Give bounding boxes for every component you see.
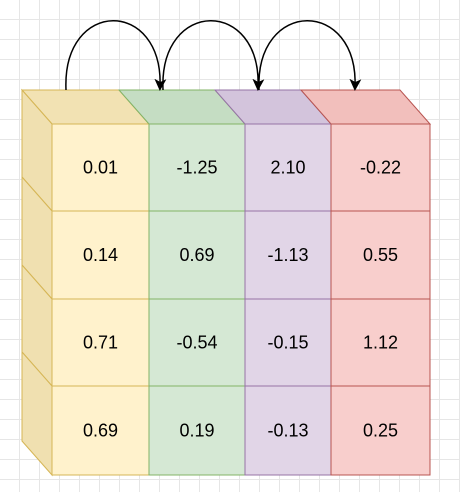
col-4-cell-row-2 [330,210,431,300]
col-4-cell-row-3 [330,298,431,387]
col-2-value-row-3: -0.54 [176,333,217,353]
arrow-col-2-to-col-3 [162,20,265,91]
col-3-value-row-3: -0.15 [267,333,308,353]
col-2-cell-row-4 [148,385,246,476]
col-2-cell-row-2 [148,210,246,300]
col-4-value-row-2: 0.55 [363,245,398,265]
arrow-col-1-to-col-2 [65,20,167,91]
col-1-value-row-2: 0.14 [83,245,118,265]
col-1-cell-row-1 [51,123,150,212]
col-3-value-row-2: -1.13 [267,245,308,265]
col-3-value-row-1: 2.10 [270,158,305,178]
col-4-cell-row-1 [330,123,431,212]
col-1-value-row-3: 0.71 [83,333,118,353]
col-3-value-row-4: -0.13 [267,421,308,441]
col-2-cell-row-3 [148,298,246,387]
col-1-value-row-1: 0.01 [83,158,118,178]
arrows-layer [65,20,362,91]
col-2-value-row-2: 0.69 [179,245,214,265]
col-1-value-row-4: 0.69 [83,421,118,441]
col-3-cell-row-2 [244,210,332,300]
col-2-cell-row-1 [148,123,246,212]
col-1-cell-row-2 [51,210,150,300]
col-4-cell-row-4 [330,385,431,476]
col-4-value-row-4: 0.25 [363,421,398,441]
col-2-value-row-4: 0.19 [179,421,214,441]
values-layer: 0.01 0.14 0.71 0.69 -1.25 0.69 -0.54 0.19 2.10 -1… [83,158,401,441]
col-2-value-row-1: -1.25 [176,158,217,178]
blocks-layer [20,88,432,477]
col-3-cell-row-4 [244,385,332,476]
col-4-value-row-3: 1.12 [363,333,398,353]
col-4-value-row-1: -0.22 [360,158,401,178]
arrow-col-3-to-col-4 [258,20,362,91]
